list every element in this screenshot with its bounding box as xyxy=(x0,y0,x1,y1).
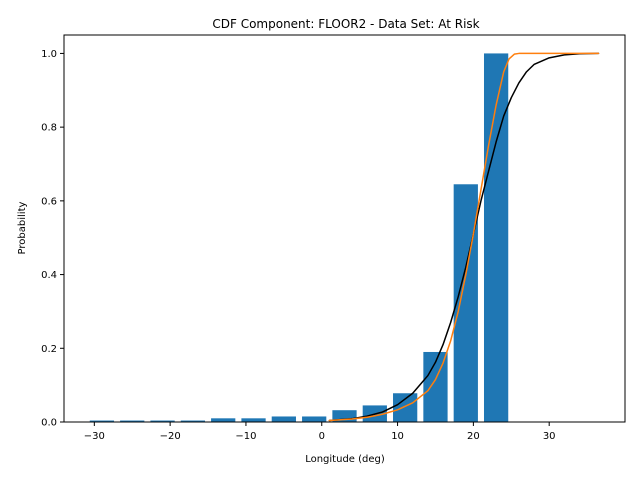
y-tick-label: 0.4 xyxy=(41,270,57,281)
y-tick-label: 0.8 xyxy=(41,123,57,134)
x-axis-label: Longitude (deg) xyxy=(305,454,385,465)
cdf-line-2 xyxy=(328,52,600,422)
bar xyxy=(393,393,418,422)
y-tick-label: 0.0 xyxy=(41,418,57,429)
x-tick-label: −30 xyxy=(84,431,105,442)
bar xyxy=(150,420,175,422)
bar xyxy=(302,416,327,422)
y-tick-label: 0.6 xyxy=(41,196,57,207)
y-tick-label: 0.2 xyxy=(41,344,57,355)
y-axis: 0.0 0.2 0.4 0.6 0.8 1.0 xyxy=(41,49,64,429)
bar xyxy=(211,418,236,422)
bar xyxy=(332,410,357,422)
bar xyxy=(180,420,206,422)
bar xyxy=(453,184,478,422)
chart-title: CDF Component: FLOOR2 - Data Set: At Ris… xyxy=(212,17,479,31)
bar xyxy=(120,420,145,422)
x-tick-label: 20 xyxy=(467,431,480,442)
y-axis-label: Probability xyxy=(17,201,28,254)
bar xyxy=(241,418,266,422)
bar xyxy=(271,416,296,422)
x-tick-label: 10 xyxy=(391,431,404,442)
x-tick-label: −20 xyxy=(160,431,181,442)
x-tick-label: −10 xyxy=(235,431,256,442)
x-tick-label: 30 xyxy=(543,431,556,442)
y-tick-label: 1.0 xyxy=(41,49,57,60)
plot-area xyxy=(89,52,600,423)
plot-frame xyxy=(63,34,626,423)
x-axis: −30 −20 −10 0 10 20 30 xyxy=(84,422,556,442)
x-tick-label: 0 xyxy=(319,431,325,442)
bar xyxy=(89,420,115,422)
